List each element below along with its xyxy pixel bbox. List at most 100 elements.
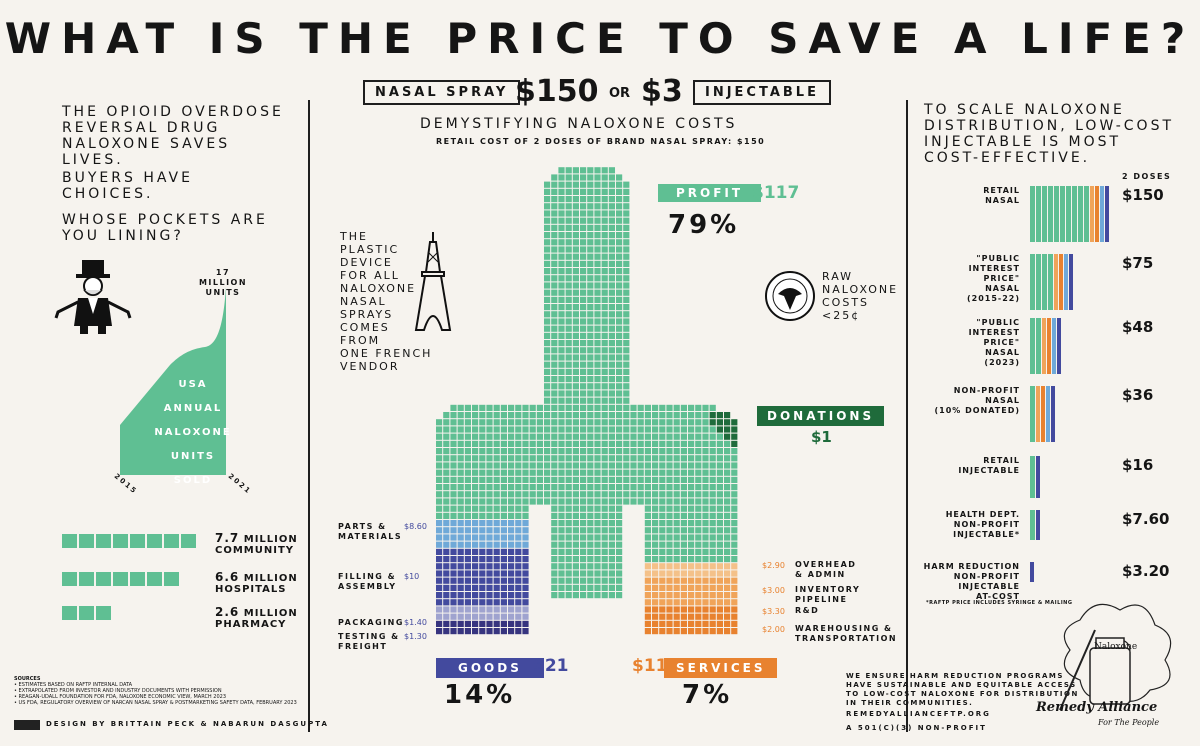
- profit-cell: [587, 592, 594, 599]
- profit-cell: [479, 419, 486, 426]
- profit-cell: [680, 548, 687, 555]
- profit-cell: [544, 354, 551, 361]
- profit-cell: [572, 260, 579, 267]
- services-cell: [652, 584, 659, 591]
- profit-cell: [601, 383, 608, 390]
- profit-cell: [688, 426, 695, 433]
- profit-cell: [486, 426, 493, 433]
- profit-cell: [544, 196, 551, 203]
- profit-cell: [623, 217, 630, 224]
- website-url: REMEDYALLIANCEFTP.ORG: [846, 710, 991, 718]
- profit-cell: [572, 505, 579, 512]
- profit-cell: [565, 484, 572, 491]
- goods-profit-cell: [500, 527, 507, 534]
- profit-cell: [457, 419, 464, 426]
- profit-cell: [666, 534, 673, 541]
- profit-cell: [601, 527, 608, 534]
- profit-cell: [580, 368, 587, 375]
- donations-cell: [731, 419, 738, 426]
- profit-cell: [443, 484, 450, 491]
- profit-cell: [457, 433, 464, 440]
- profit-cell: [436, 433, 443, 440]
- profit-cell: [450, 426, 457, 433]
- middle-subheading: RETAIL COST OF 2 DOSES OF BRAND NASAL SP…: [436, 137, 766, 146]
- profit-cell: [623, 340, 630, 347]
- profit-cell: [680, 498, 687, 505]
- goods-cell: [508, 570, 515, 577]
- profit-cell: [680, 412, 687, 419]
- goods-profit-cell: [464, 520, 471, 527]
- profit-cell: [522, 484, 529, 491]
- bar-profit-seg: [1030, 186, 1035, 242]
- choices-text: BUYERS HAVE CHOICES.: [62, 170, 193, 202]
- profit-cell: [623, 253, 630, 260]
- profit-cell: [652, 455, 659, 462]
- profit-cell: [544, 203, 551, 210]
- profit-cell: [515, 484, 522, 491]
- profit-cell: [601, 167, 608, 174]
- profit-cell: [565, 469, 572, 476]
- services-cell: [666, 577, 673, 584]
- profit-cell: [644, 548, 651, 555]
- goods-cell: [464, 563, 471, 570]
- profit-cell: [544, 332, 551, 339]
- profit-cell: [673, 512, 680, 519]
- profit-cell: [558, 361, 565, 368]
- profit-cell: [608, 368, 615, 375]
- services-cell: [695, 570, 702, 577]
- profit-cell: [709, 541, 716, 548]
- goods-cell: [500, 628, 507, 635]
- profit-cell: [558, 325, 565, 332]
- services-cell: [709, 563, 716, 570]
- profit-cell: [572, 498, 579, 505]
- profit-cell: [580, 412, 587, 419]
- profit-cell: [637, 440, 644, 447]
- profit-cell: [493, 426, 500, 433]
- overhead-value: $2.90: [762, 561, 785, 570]
- profit-cell: [709, 512, 716, 519]
- goods-cell: [457, 620, 464, 627]
- profit-cell: [565, 455, 572, 462]
- profit-cell: [601, 534, 608, 541]
- profit-cell: [601, 340, 608, 347]
- profit-cell: [529, 412, 536, 419]
- goods-profit-cell: [508, 534, 515, 541]
- profit-cell: [486, 491, 493, 498]
- profit-cell: [594, 174, 601, 181]
- goods-cell: [515, 599, 522, 606]
- area-chart-label: USA ANNUAL NALOXONE UNITS SOLD: [154, 379, 232, 486]
- goods-cell: [472, 599, 479, 606]
- profit-cell: [608, 440, 615, 447]
- profit-cell: [587, 232, 594, 239]
- services-cell: [666, 599, 673, 606]
- profit-cell: [652, 426, 659, 433]
- profit-cell: [601, 476, 608, 483]
- goods-profit-cell: [457, 527, 464, 534]
- profit-cell: [673, 412, 680, 419]
- profit-cell: [616, 505, 623, 512]
- goods-cell: [500, 584, 507, 591]
- profit-cell: [580, 260, 587, 267]
- profit-cell: [587, 448, 594, 455]
- profit-cell: [616, 318, 623, 325]
- profit-cell: [544, 404, 551, 411]
- profit-cell: [536, 412, 543, 419]
- profit-cell: [601, 541, 608, 548]
- profit-cell: [479, 404, 486, 411]
- services-cell: [731, 613, 738, 620]
- services-cell: [666, 628, 673, 635]
- goods-profit-cell: [436, 534, 443, 541]
- profit-cell: [486, 462, 493, 469]
- profit-cell: [544, 260, 551, 267]
- goods-profit-cell: [486, 534, 493, 541]
- profit-cell: [551, 433, 558, 440]
- profit-cell: [716, 541, 723, 548]
- profit-cell: [544, 433, 551, 440]
- profit-cell: [601, 419, 608, 426]
- profit-cell: [608, 203, 615, 210]
- services-cell: [731, 606, 738, 613]
- profit-cell: [457, 491, 464, 498]
- profit-cell: [652, 476, 659, 483]
- goods-cell: [479, 556, 486, 563]
- profit-cell: [637, 426, 644, 433]
